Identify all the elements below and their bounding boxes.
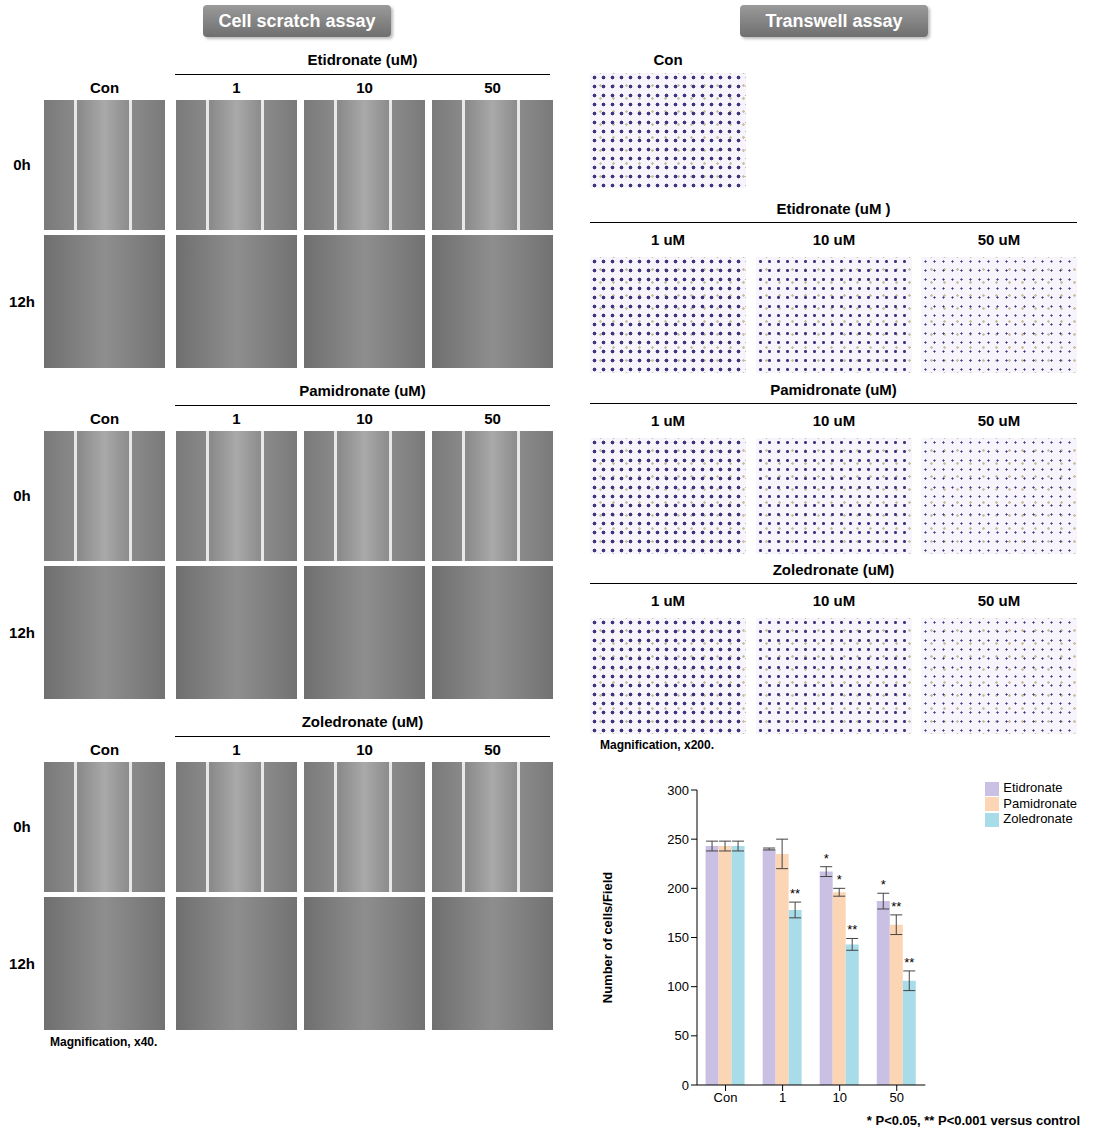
svg-text:10: 10 bbox=[832, 1090, 846, 1105]
html-text:Con: Con bbox=[89, 79, 120, 96]
html-text:Transwell assay: Transwell assay bbox=[765, 10, 903, 31]
html-text:10: 10 bbox=[356, 79, 373, 96]
svg-text:**: ** bbox=[904, 955, 914, 970]
svg-text:**: ** bbox=[847, 922, 857, 937]
svg-text:*: * bbox=[824, 851, 829, 866]
svg-text:Con: Con bbox=[714, 1090, 738, 1105]
svg-text:1: 1 bbox=[779, 1090, 786, 1105]
html-text:10: 10 bbox=[356, 741, 373, 758]
html-text:50: 50 bbox=[484, 79, 501, 96]
html-text:10 uM: 10 uM bbox=[812, 231, 856, 248]
html-text:Pamidronate (uM): Pamidronate (uM) bbox=[770, 381, 897, 398]
html-text:Etidronate (uM): Etidronate (uM) bbox=[307, 51, 418, 68]
html-text:Cell scratch assay: Cell scratch assay bbox=[218, 10, 376, 31]
html-text:12h: 12h bbox=[9, 954, 35, 972]
svg-text:50: 50 bbox=[675, 1028, 689, 1043]
html-text:Zoledronate (uM): Zoledronate (uM) bbox=[301, 713, 424, 730]
html-text:1: 1 bbox=[232, 741, 241, 758]
html-text:10 uM: 10 uM bbox=[812, 592, 856, 609]
html-text:Pamidronate: Pamidronate bbox=[1003, 795, 1077, 811]
svg-text:150: 150 bbox=[667, 930, 689, 945]
html-text:12h: 12h bbox=[9, 292, 35, 310]
html-text:10 uM: 10 uM bbox=[812, 412, 856, 429]
html-text:50: 50 bbox=[484, 410, 501, 427]
html-text:50 uM: 50 uM bbox=[977, 592, 1021, 609]
html-text:Zoledronate (uM): Zoledronate (uM) bbox=[772, 561, 895, 578]
html-text:50 uM: 50 uM bbox=[977, 231, 1021, 248]
html-text:Pamidronate (uM): Pamidronate (uM) bbox=[299, 382, 426, 399]
svg-text:300: 300 bbox=[667, 783, 689, 798]
html-text:10: 10 bbox=[356, 410, 373, 427]
svg-text:200: 200 bbox=[667, 881, 689, 896]
html-text:0h: 0h bbox=[13, 818, 31, 835]
html-text:50 uM: 50 uM bbox=[977, 412, 1021, 429]
html-text:Con: Con bbox=[653, 51, 683, 68]
svg-text:0: 0 bbox=[682, 1078, 689, 1093]
svg-text:*: * bbox=[837, 872, 842, 887]
html-text:Con: Con bbox=[89, 741, 120, 758]
html-text:Magnification, x40.: Magnification, x40. bbox=[50, 1035, 158, 1049]
svg-text:50: 50 bbox=[890, 1090, 904, 1105]
svg-text:Number of cells/Field: Number of cells/Field bbox=[600, 872, 615, 1004]
svg-text:*: * bbox=[881, 877, 886, 892]
html-text:* P<0.05, ** P<0.001 versus co: * P<0.05, ** P<0.001 versus control bbox=[866, 1113, 1080, 1128]
html-text:Etidronate (uM ): Etidronate (uM ) bbox=[776, 200, 891, 217]
html-text:0h: 0h bbox=[13, 487, 31, 504]
html-text:Etidronate: Etidronate bbox=[1003, 780, 1063, 795]
html-text:Magnification, x200.: Magnification, x200. bbox=[600, 738, 714, 752]
svg-text:250: 250 bbox=[667, 832, 689, 847]
html-text:1 uM: 1 uM bbox=[650, 231, 686, 248]
html-text:1: 1 bbox=[232, 79, 241, 96]
html-text:12h: 12h bbox=[9, 623, 35, 641]
svg-text:**: ** bbox=[891, 899, 901, 914]
html-text:50: 50 bbox=[484, 741, 501, 758]
svg-text:**: ** bbox=[790, 886, 800, 901]
html-text:1: 1 bbox=[232, 410, 241, 427]
html-text:Zoledronate: Zoledronate bbox=[1003, 811, 1073, 827]
svg-text:100: 100 bbox=[667, 979, 689, 994]
html-text:1 uM: 1 uM bbox=[650, 592, 686, 609]
html-text:Con: Con bbox=[89, 410, 120, 427]
html-text:0h: 0h bbox=[13, 156, 31, 173]
html-text:1 uM: 1 uM bbox=[650, 412, 686, 429]
